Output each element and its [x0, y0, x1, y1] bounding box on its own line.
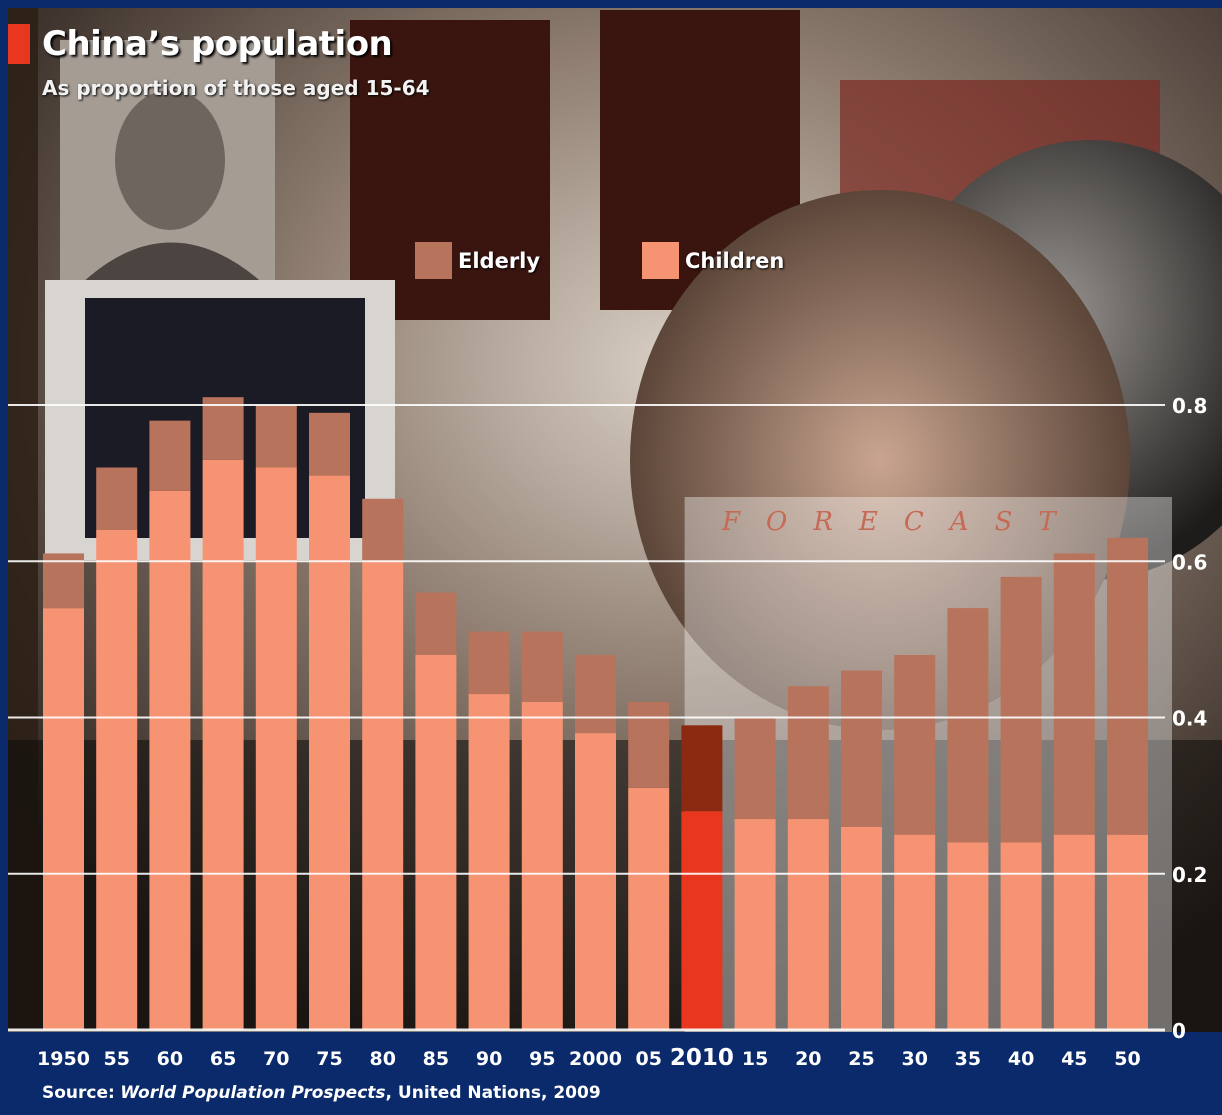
bar-children-20	[787, 819, 829, 1030]
bar-children-2010	[681, 811, 723, 1030]
bar-children-2000	[575, 733, 616, 1030]
bar-children-90	[468, 694, 510, 1030]
bar-elderly-40	[1000, 576, 1042, 843]
x-tick-label: 70	[263, 1048, 289, 1070]
x-tick-label: 20	[795, 1048, 821, 1070]
gridlines	[8, 404, 1165, 1032]
title-accent-bar	[8, 24, 30, 64]
bar-children-05	[628, 787, 670, 1030]
bars-group	[43, 397, 1148, 1030]
y-axis: 0 0.2 0.4 0.6 0.8	[1172, 394, 1207, 1043]
bar-children-25	[841, 826, 882, 1030]
bar-elderly-2010	[681, 725, 723, 812]
bar-children-85	[415, 655, 457, 1030]
x-tick-label: 60	[157, 1048, 183, 1070]
x-tick-label: 95	[529, 1048, 555, 1070]
x-tick-label: 45	[1061, 1048, 1087, 1070]
x-tick-label: 2010	[670, 1045, 734, 1071]
bar-children-80	[362, 561, 404, 1030]
x-tick-label: 30	[901, 1048, 927, 1070]
legend-swatch-children	[642, 242, 679, 279]
bar-children-95	[521, 701, 563, 1030]
bar-elderly-85	[415, 592, 457, 655]
bar-elderly-95	[521, 631, 563, 702]
forecast-label: FORECAST	[722, 507, 1082, 537]
bar-children-30	[894, 834, 936, 1030]
bar-children-40	[1000, 842, 1042, 1030]
bar-elderly-60	[149, 420, 191, 491]
x-tick-label: 25	[848, 1048, 874, 1070]
bar-elderly-20	[787, 686, 829, 820]
x-tick-label: 75	[316, 1048, 342, 1070]
source-note: Source: World Population Prospects, Unit…	[42, 1083, 601, 1103]
bar-elderly-05	[628, 701, 670, 788]
y-tick-label: 0.8	[1172, 394, 1207, 418]
bar-elderly-15	[734, 717, 776, 820]
x-axis: 1950 55 60 65 70 75 80 85 90 95 2000 05 2010 15 20 25 30…	[37, 1045, 1141, 1071]
y-tick-label: 0.4	[1172, 707, 1207, 731]
bar-children-15	[734, 819, 776, 1030]
legend-item-children: Children	[642, 242, 784, 279]
source-title: World Population Prospects	[120, 1083, 386, 1103]
bar-children-60	[149, 490, 191, 1030]
x-tick-label: 65	[210, 1048, 236, 1070]
x-tick-label: 1950	[37, 1048, 90, 1070]
bar-elderly-50	[1107, 537, 1148, 835]
bar-elderly-75	[309, 412, 350, 476]
bar-elderly-80	[362, 498, 404, 562]
x-tick-label: 2000	[569, 1048, 622, 1070]
x-tick-label: 15	[742, 1048, 768, 1070]
bar-elderly-1950	[43, 553, 84, 609]
y-tick-label: 0	[1172, 1019, 1186, 1043]
bar-elderly-25	[841, 670, 882, 827]
bar-elderly-70	[255, 405, 297, 468]
x-tick-label: 55	[103, 1048, 129, 1070]
x-tick-label: 90	[476, 1048, 502, 1070]
x-tick-label: 85	[423, 1048, 449, 1070]
y-tick-label: 0.6	[1172, 550, 1207, 574]
legend-item-elderly: Elderly	[415, 242, 540, 279]
bar-children-35	[947, 842, 989, 1030]
bar-elderly-45	[1053, 553, 1095, 835]
legend-label-elderly: Elderly	[458, 248, 541, 273]
bar-elderly-30	[894, 655, 936, 835]
bar-children-75	[309, 475, 350, 1030]
chart-subtitle: As proportion of those aged 15-64	[42, 76, 430, 100]
y-tick-label: 0.2	[1172, 863, 1207, 887]
legend-swatch-elderly	[415, 242, 452, 279]
bar-elderly-65	[202, 397, 244, 460]
bar-elderly-2000	[575, 655, 616, 734]
bar-children-65	[202, 459, 244, 1030]
source-rest: , United Nations, 2009	[385, 1083, 601, 1103]
bar-children-70	[255, 467, 297, 1030]
chart-title: China’s population	[42, 24, 393, 64]
bar-children-45	[1053, 834, 1095, 1030]
x-tick-label: 50	[1114, 1048, 1140, 1070]
bar-elderly-90	[468, 631, 510, 695]
bar-elderly-55	[96, 467, 138, 530]
x-tick-label: 35	[955, 1048, 981, 1070]
bar-elderly-35	[947, 608, 989, 843]
bar-children-50	[1107, 834, 1148, 1030]
x-tick-label: 40	[1008, 1048, 1034, 1070]
x-tick-label: 80	[369, 1048, 395, 1070]
bar-children-1950	[43, 608, 84, 1030]
bar-children-55	[96, 530, 138, 1030]
source-prefix: Source:	[42, 1083, 115, 1103]
x-tick-label: 05	[635, 1048, 661, 1070]
legend-label-children: Children	[685, 248, 785, 273]
